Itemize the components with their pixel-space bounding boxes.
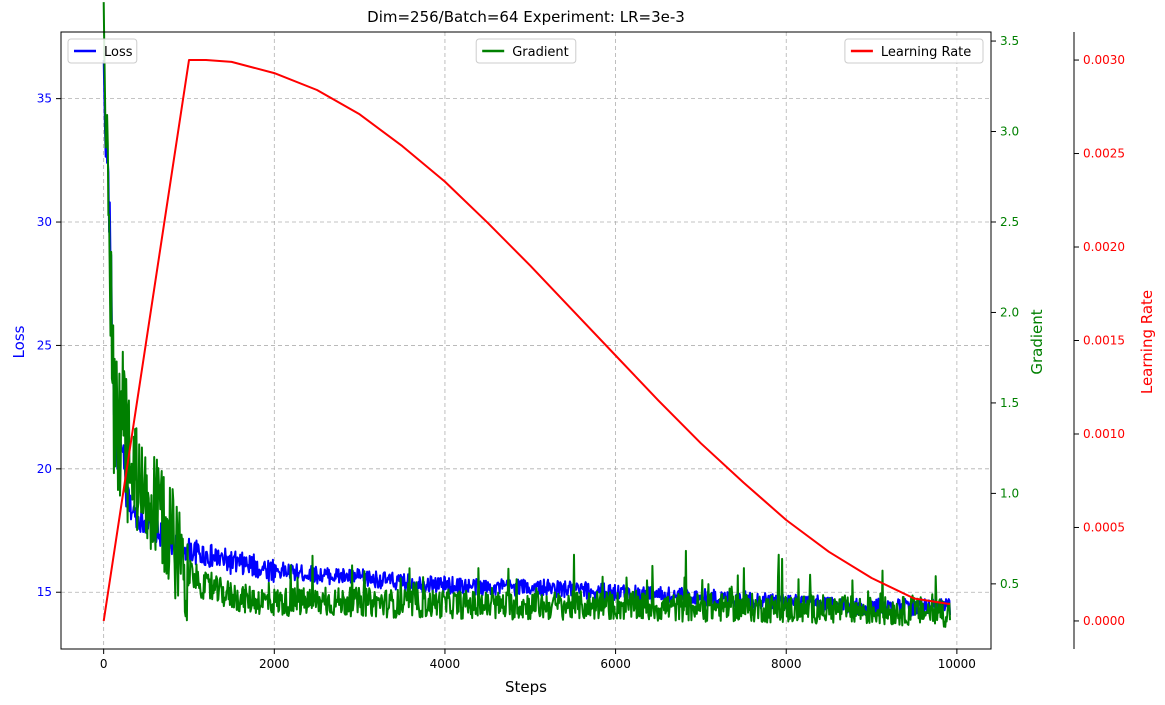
series-line-gradient bbox=[102, 2, 951, 628]
lr-tick-label-1: 0.0005 bbox=[1083, 520, 1125, 534]
loss-tick-label-2: 25 bbox=[37, 338, 52, 352]
loss-tick-label-3: 30 bbox=[37, 215, 52, 229]
lr-tick-label-4: 0.0020 bbox=[1083, 240, 1125, 254]
lr-tick-label-5: 0.0025 bbox=[1083, 147, 1125, 161]
legend-label-lr: Learning Rate bbox=[881, 45, 971, 60]
loss-axis-label: Loss bbox=[10, 325, 28, 358]
legend-gradient: Gradient bbox=[475, 38, 577, 64]
legend-label-gradient: Gradient bbox=[512, 45, 569, 60]
x-axis-label: Steps bbox=[505, 678, 547, 696]
loss-tick-label-4: 35 bbox=[37, 92, 52, 106]
gradient-tick-label-2: 1.5 bbox=[1000, 396, 1019, 410]
x-tick-label-3: 6000 bbox=[600, 657, 631, 671]
legend-label-loss: Loss bbox=[104, 45, 133, 60]
plot-area bbox=[102, 2, 951, 628]
series-line-lr bbox=[102, 59, 951, 622]
lr-tick-label-2: 0.0010 bbox=[1083, 427, 1125, 441]
gradient-tick-label-1: 1.0 bbox=[1000, 486, 1019, 500]
legend-lr: Learning Rate bbox=[844, 38, 984, 64]
loss-tick-label-1: 20 bbox=[37, 462, 52, 476]
gradient-tick-label-3: 2.0 bbox=[1000, 305, 1019, 319]
plot-frame bbox=[60, 31, 992, 650]
gradient-tick-label-6: 3.5 bbox=[1000, 34, 1019, 48]
x-tick-label-5: 10000 bbox=[938, 657, 976, 671]
legend-box-lr bbox=[844, 38, 984, 64]
gradient-axis-label: Gradient bbox=[1028, 309, 1046, 374]
chart-title: Dim=256/Batch=64 Experiment: LR=3e-3 bbox=[367, 8, 685, 26]
lr-tick-label-6: 0.0030 bbox=[1083, 53, 1125, 67]
legend-box-loss bbox=[67, 38, 138, 64]
x-tick-label-1: 2000 bbox=[259, 657, 290, 671]
x-tick-label-2: 4000 bbox=[430, 657, 461, 671]
gradient-tick-label-0: 0.5 bbox=[1000, 577, 1019, 591]
legends: Loss Gradient Learning Rate bbox=[67, 38, 984, 64]
legend-loss: Loss bbox=[67, 38, 138, 64]
axes: 0 2000 4000 6000 8000 10000 15 20 25 30 35 0.5 1.0 1.… bbox=[37, 31, 1125, 671]
learning-rate-axis-label: Learning Rate bbox=[1138, 290, 1156, 394]
x-tick-label-4: 8000 bbox=[771, 657, 802, 671]
gradient-tick-label-5: 3.0 bbox=[1000, 125, 1019, 139]
x-tick-label-0: 0 bbox=[100, 657, 108, 671]
lr-tick-label-3: 0.0015 bbox=[1083, 334, 1125, 348]
gradient-tick-label-4: 2.5 bbox=[1000, 215, 1019, 229]
lr-tick-label-0: 0.0000 bbox=[1083, 614, 1125, 628]
loss-tick-label-0: 15 bbox=[37, 585, 52, 599]
legend-box-gradient bbox=[475, 38, 577, 64]
